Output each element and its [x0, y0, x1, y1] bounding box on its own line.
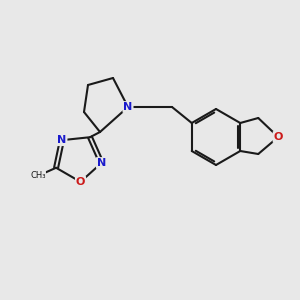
Text: O: O	[274, 132, 283, 142]
Text: N: N	[97, 158, 106, 168]
Text: CH₃: CH₃	[30, 171, 46, 180]
Text: N: N	[123, 102, 133, 112]
Text: O: O	[76, 177, 85, 187]
Text: N: N	[57, 135, 67, 145]
